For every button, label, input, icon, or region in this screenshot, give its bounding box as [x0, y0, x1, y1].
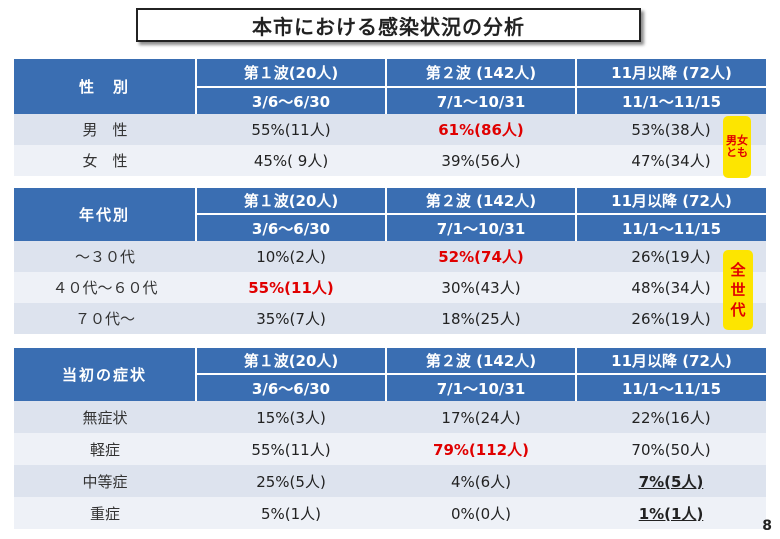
row-label: ４０代〜６０代: [14, 272, 196, 303]
column-wave-2: 第２波 (142人): [385, 348, 576, 375]
column-wave-3: 11月以降 (72人): [575, 188, 766, 215]
cell-value-highlight: 61%(86人): [386, 114, 576, 145]
cell-value: 35%(7人): [196, 303, 386, 334]
header-row: 性 別 第１波(20人) 第２波 (142人) 11月以降 (72人): [14, 59, 766, 114]
column-wave-2: 第２波 (142人): [385, 59, 576, 88]
cell-value: 18%(25人): [386, 303, 576, 334]
page-title: 本市における感染状況の分析: [136, 8, 641, 42]
column-period-2: 7/1〜10/31: [385, 87, 576, 114]
symptom-table: 当初の症状 第１波(20人) 第２波 (142人) 11月以降 (72人) 3/…: [14, 348, 766, 529]
cell-value: 70%(50人): [576, 433, 766, 465]
page-number: 8: [762, 518, 772, 534]
header-row: 3/6〜6/30 7/1〜10/31 11/1〜11/15: [14, 374, 766, 401]
row-label: 女 性: [14, 145, 196, 176]
cell-value: 22%(16人): [576, 401, 766, 433]
column-wave-3: 11月以降 (72人): [575, 59, 766, 88]
cell-value: 55%(11人): [196, 433, 386, 465]
cell-value: 55%(11人): [196, 114, 386, 145]
table-row: 男 性 55%(11人) 61%(86人) 53%(38人): [14, 114, 766, 145]
table-row: 軽症 55%(11人) 79%(112人) 70%(50人): [14, 433, 766, 465]
cell-value-highlight: 52%(74人): [386, 241, 576, 272]
cell-value-underlined: 7%(5人): [576, 465, 766, 497]
column-period-1: 3/6〜6/30: [195, 87, 386, 114]
cell-value-highlight: 55%(11人): [196, 272, 386, 303]
row-label: 男 性: [14, 114, 196, 145]
table-row: 重症 5%(1人) 0%(0人) 1%(1人): [14, 497, 766, 529]
cell-value: 39%(56人): [386, 145, 576, 176]
note-text: 全世代: [730, 260, 746, 320]
row-label: 〜３０代: [14, 241, 196, 272]
column-period-1: 3/6〜6/30: [195, 214, 386, 241]
column-period-2: 7/1〜10/31: [385, 214, 576, 241]
header-row: 年代別 第１波(20人) 第２波 (142人) 11月以降 (72人): [14, 188, 766, 241]
column-period-1: 3/6〜6/30: [195, 374, 386, 401]
cell-value: 15%(3人): [196, 401, 386, 433]
table-row: 中等症 25%(5人) 4%(6人) 7%(5人): [14, 465, 766, 497]
row-label: ７０代〜: [14, 303, 196, 334]
row-label: 重症: [14, 497, 196, 529]
column-period-3: 11/1〜11/15: [575, 87, 766, 114]
column-wave-3: 11月以降 (72人): [575, 348, 766, 375]
table-row: ７０代〜 35%(7人) 18%(25人) 26%(19人): [14, 303, 766, 334]
cell-value: 17%(24人): [386, 401, 576, 433]
section-title-sex: 性 別: [14, 59, 197, 114]
sex-table: 性 別 第１波(20人) 第２波 (142人) 11月以降 (72人) 3/6〜…: [14, 59, 766, 176]
underlined-value: 7%(5人): [638, 472, 704, 491]
cell-value: 30%(43人): [386, 272, 576, 303]
cell-value: 25%(5人): [196, 465, 386, 497]
cell-value-highlight: 79%(112人): [386, 433, 576, 465]
cell-value: 4%(6人): [386, 465, 576, 497]
table-row: 〜３０代 10%(2人) 52%(74人) 26%(19人): [14, 241, 766, 272]
header-row: 3/6〜6/30 7/1〜10/31 11/1〜11/15: [14, 87, 766, 114]
cell-value: 45%( 9人): [196, 145, 386, 176]
header-row: 3/6〜6/30 7/1〜10/31 11/1〜11/15: [14, 214, 766, 241]
table-row: 女 性 45%( 9人) 39%(56人) 47%(34人): [14, 145, 766, 176]
note-all-ages: 全世代: [723, 250, 753, 330]
underlined-value: 1%(1人): [638, 504, 704, 523]
column-period-3: 11/1〜11/15: [575, 214, 766, 241]
age-table: 年代別 第１波(20人) 第２波 (142人) 11月以降 (72人) 3/6〜…: [14, 188, 766, 334]
column-wave-1: 第１波(20人): [195, 348, 386, 375]
header-row: 当初の症状 第１波(20人) 第２波 (142人) 11月以降 (72人): [14, 348, 766, 401]
column-wave-1: 第１波(20人): [195, 59, 386, 88]
cell-value: 0%(0人): [386, 497, 576, 529]
row-label: 中等症: [14, 465, 196, 497]
cell-value: 10%(2人): [196, 241, 386, 272]
note-text: 男女とも: [726, 134, 748, 159]
table-row: ４０代〜６０代 55%(11人) 30%(43人) 48%(34人): [14, 272, 766, 303]
row-label: 無症状: [14, 401, 196, 433]
cell-value: 5%(1人): [196, 497, 386, 529]
section-title-symptom: 当初の症状: [14, 348, 197, 401]
column-wave-2: 第２波 (142人): [385, 188, 576, 215]
column-period-2: 7/1〜10/31: [385, 374, 576, 401]
table-row: 無症状 15%(3人) 17%(24人) 22%(16人): [14, 401, 766, 433]
cell-value-underlined: 1%(1人): [576, 497, 766, 529]
row-label: 軽症: [14, 433, 196, 465]
note-both-sexes: 男女とも: [723, 116, 751, 178]
column-period-3: 11/1〜11/15: [575, 374, 766, 401]
section-title-age: 年代別: [14, 188, 197, 241]
column-wave-1: 第１波(20人): [195, 188, 386, 215]
